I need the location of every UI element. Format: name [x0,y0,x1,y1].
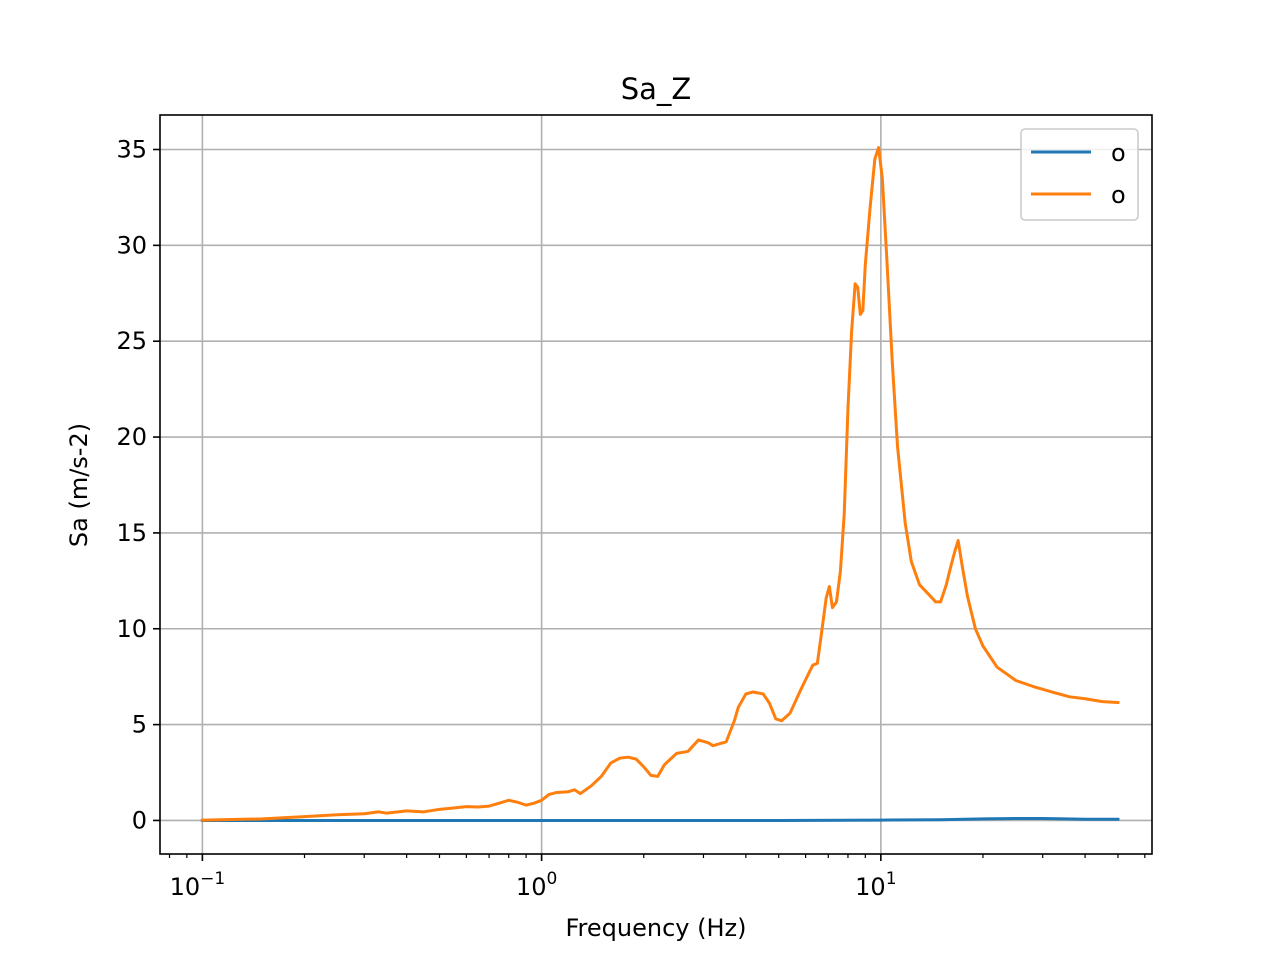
series-line-1 [200,817,1120,822]
ticks: 0 5 10 15 20 25 30 35 10−1 100 101 [116,136,1146,901]
series-layer [200,146,1120,822]
y-tick-label: 35 [116,136,147,164]
y-tick-label: 25 [116,327,147,355]
x-tick-label: 101 [855,869,896,901]
x-tick-label: 100 [516,869,557,901]
series-line-2 [200,146,1120,822]
plot-frame [159,114,1153,855]
y-axis-label: Sa (m/s-2) [65,423,93,547]
y-tick-label: 15 [116,519,147,547]
x-tick-label: 10−1 [170,869,226,901]
y-tick-label: 5 [132,711,147,739]
y-tick-label: 30 [116,231,147,259]
y-tick-label: 0 [132,806,147,834]
legend: o o [1020,128,1139,221]
x-axis-label: Frequency (Hz) [566,914,747,942]
y-tick-label: 10 [116,615,147,643]
chart-title: Sa_Z [621,72,692,106]
y-tick-label: 20 [116,423,147,451]
legend-entry-series-2: o [1111,181,1126,209]
legend-entry-series-1: o [1111,139,1126,167]
grid [160,115,1152,854]
